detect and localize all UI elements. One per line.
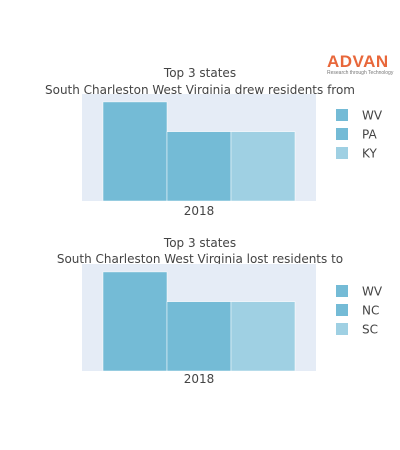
logo-tagline: Research through Technology: [327, 70, 394, 76]
legend-label-pa: PA: [362, 128, 377, 142]
legend-swatch-wv: [336, 109, 348, 121]
chart-subtitle: South Charleston West Virginia drew resi…: [45, 83, 355, 97]
x-tick-label: 2018: [184, 204, 215, 218]
legend-label-sc: SC: [362, 323, 378, 337]
legend-swatch-ky: [336, 147, 348, 159]
chart-subtitle: South Charleston West Virginia lost resi…: [57, 252, 343, 266]
legend-swatch-wv: [336, 285, 348, 297]
bar-sc: [230, 301, 296, 372]
legend-swatch-nc: [336, 304, 348, 316]
legend-label-ky: KY: [362, 147, 377, 161]
legend-label-wv: WV: [362, 109, 383, 123]
bar-ky: [230, 131, 296, 202]
x-tick-label: 2018: [184, 372, 215, 386]
bar-wv: [102, 271, 168, 372]
logo-wordmark: ADVAN: [327, 52, 389, 71]
bar-nc: [166, 301, 232, 372]
bar-wv: [102, 101, 168, 202]
bar-pa: [166, 131, 232, 202]
legend-swatch-pa: [336, 128, 348, 140]
legend-label-wv: WV: [362, 285, 383, 299]
legend-swatch-sc: [336, 323, 348, 335]
legend-label-nc: NC: [362, 304, 379, 318]
chart-title: Top 3 states: [163, 236, 236, 250]
chart-title: Top 3 states: [163, 66, 236, 80]
